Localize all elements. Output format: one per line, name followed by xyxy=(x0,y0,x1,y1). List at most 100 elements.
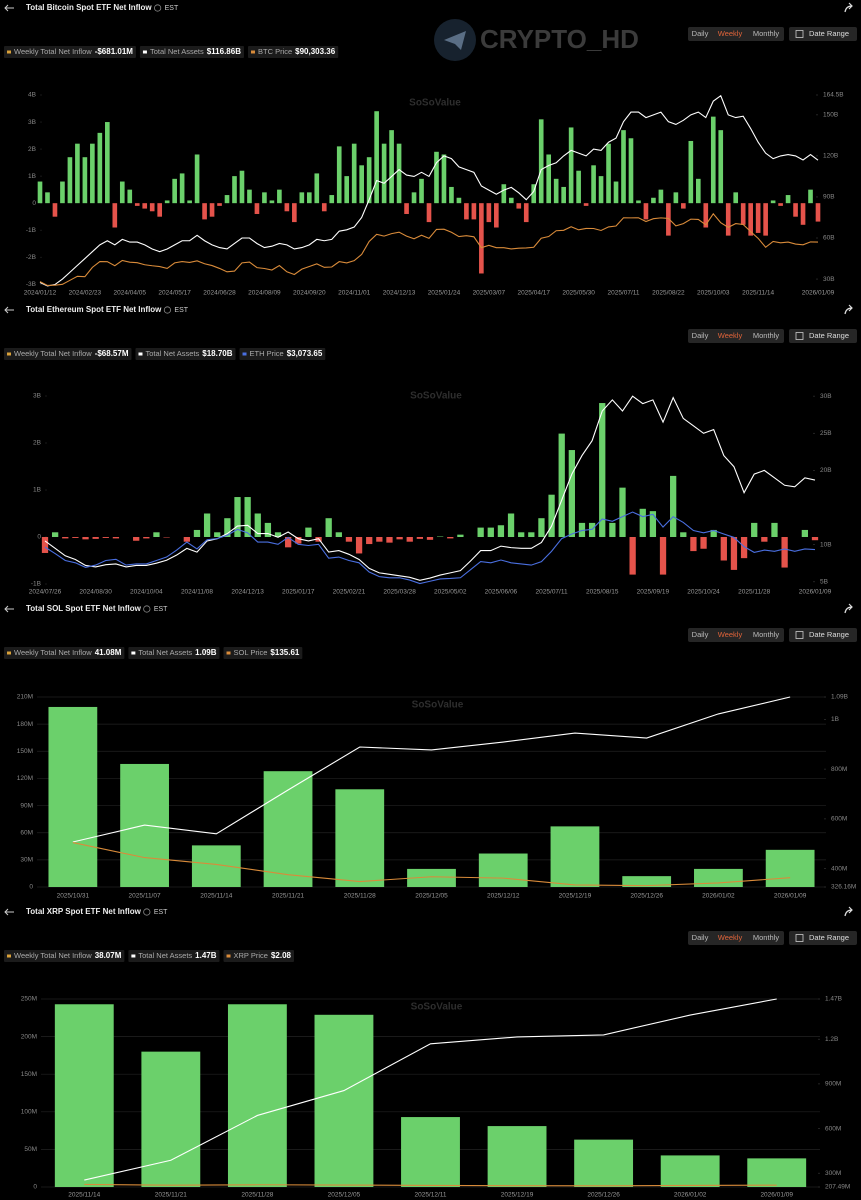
bar xyxy=(523,203,529,223)
bar xyxy=(464,203,469,220)
date-range-label[interactable]: Date Range xyxy=(809,331,849,340)
legend-item xyxy=(239,348,326,360)
period-toggle xyxy=(688,931,784,945)
period-button[interactable]: Daily xyxy=(692,933,709,942)
legend-name: Weekly Total Net Inflow xyxy=(14,648,92,657)
period-button[interactable]: Monthly xyxy=(753,630,780,639)
period-button[interactable]: Daily xyxy=(692,29,709,38)
period-button[interactable]: Weekly xyxy=(718,630,743,639)
y2-tick-label: 25B xyxy=(820,430,832,437)
bar xyxy=(41,536,49,553)
calendar-icon xyxy=(795,332,804,340)
date-range-label[interactable]: Date Range xyxy=(809,933,849,942)
period-button[interactable]: Daily xyxy=(692,331,709,340)
bar xyxy=(67,157,73,204)
period-button[interactable]: Weekly xyxy=(718,933,743,942)
bar xyxy=(90,143,95,204)
x-tick-label: 2025/11/14 xyxy=(68,1192,100,1199)
share-icon[interactable] xyxy=(844,603,853,614)
bar xyxy=(486,203,492,223)
period-button[interactable]: Monthly xyxy=(753,29,780,38)
bar xyxy=(247,189,252,204)
x-tick-label: 2024/12/13 xyxy=(231,589,264,596)
period-button[interactable]: Monthly xyxy=(753,331,780,340)
bar xyxy=(718,130,724,204)
bar xyxy=(497,525,505,537)
bar xyxy=(538,518,545,537)
bar xyxy=(643,203,649,220)
date-range-label[interactable]: Date Range xyxy=(809,29,849,38)
date-range-label[interactable]: Date Range xyxy=(809,630,849,639)
legend-item xyxy=(128,950,220,962)
date-range-button[interactable] xyxy=(789,329,857,343)
y-tick-label: 50M xyxy=(24,1146,37,1153)
x-tick-label: 2025/11/07 xyxy=(129,893,161,900)
bar xyxy=(366,157,372,204)
x-tick-label: 2026/01/02 xyxy=(702,893,735,900)
bar xyxy=(172,178,177,204)
x-tick-label: 2024/10/04 xyxy=(130,589,163,596)
x-tick-label: 2025/08/15 xyxy=(586,589,619,596)
date-range-button[interactable] xyxy=(789,27,857,41)
back-arrow[interactable] xyxy=(4,605,14,613)
bar xyxy=(658,189,664,204)
legend-item xyxy=(128,647,220,659)
bar xyxy=(748,203,753,236)
bar xyxy=(325,518,332,537)
bar xyxy=(574,1139,634,1187)
y-tick-label: 1B xyxy=(28,173,36,180)
x-tick-label: 2025/12/05 xyxy=(328,1192,361,1199)
bar xyxy=(284,203,290,212)
bar xyxy=(386,536,393,543)
bar xyxy=(396,143,402,204)
bar xyxy=(51,532,59,537)
date-range-button[interactable] xyxy=(789,931,857,945)
legend-value: 1.09B xyxy=(195,648,217,657)
chart-title: Total XRP Spot ETF Net Inflow xyxy=(26,907,142,916)
bar xyxy=(725,203,731,236)
x-tick-label: 2025/08/22 xyxy=(652,290,685,297)
bar xyxy=(183,536,190,542)
bar xyxy=(232,176,237,204)
y2-tick-label: 207.49M xyxy=(825,1184,850,1191)
period-button[interactable]: Weekly xyxy=(718,29,743,38)
line-net-assets xyxy=(44,395,816,581)
bar xyxy=(202,203,207,220)
share-icon[interactable] xyxy=(844,2,853,13)
bar xyxy=(518,532,525,537)
period-button[interactable]: Monthly xyxy=(753,933,780,942)
legend-swatch xyxy=(242,352,247,356)
bar xyxy=(456,197,462,204)
y2-tick-label: 20B xyxy=(820,467,832,474)
period-button[interactable]: Daily xyxy=(692,630,709,639)
bar xyxy=(264,522,272,537)
bar xyxy=(621,130,626,204)
x-tick-label: 2024/04/05 xyxy=(113,290,146,297)
x-tick-label: 2025/12/19 xyxy=(501,1192,534,1199)
period-button[interactable]: Weekly xyxy=(718,331,743,340)
back-arrow[interactable] xyxy=(4,4,14,12)
x-tick-label: 2025/12/12 xyxy=(487,893,520,900)
x-tick-label: 2024/07/26 xyxy=(29,589,62,596)
brand-logo-glyph xyxy=(444,31,466,50)
share-icon[interactable] xyxy=(844,304,853,315)
line-price xyxy=(84,1183,777,1187)
x-tick-label: 2025/11/28 xyxy=(344,893,376,900)
bar xyxy=(262,192,267,204)
bar xyxy=(619,487,626,537)
date-range-button[interactable] xyxy=(789,628,857,642)
x-tick-label: 2024/08/09 xyxy=(248,290,281,297)
bar xyxy=(548,494,555,537)
back-arrow[interactable] xyxy=(4,908,14,916)
share-icon[interactable] xyxy=(844,906,853,917)
x-tick-label: 2025/06/06 xyxy=(485,589,518,596)
bar xyxy=(695,178,701,204)
back-arrow[interactable] xyxy=(4,306,14,314)
y-tick-label: 0 xyxy=(33,1184,37,1191)
bar xyxy=(471,203,477,220)
legend-swatch xyxy=(138,352,143,356)
bar xyxy=(82,536,89,540)
